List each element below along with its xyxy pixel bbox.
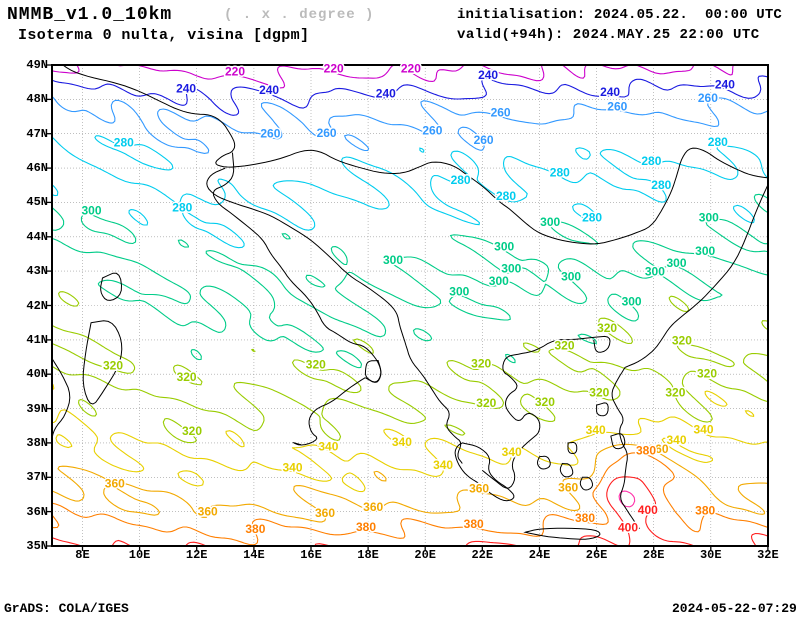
svg-text:300: 300: [494, 239, 514, 253]
svg-text:380: 380: [695, 503, 715, 517]
svg-text:300: 300: [645, 265, 665, 279]
svg-text:320: 320: [554, 339, 574, 353]
svg-text:260: 260: [698, 91, 718, 105]
svg-text:260: 260: [607, 99, 627, 113]
svg-text:300: 300: [666, 256, 686, 270]
svg-text:340: 340: [502, 445, 522, 459]
svg-text:360: 360: [315, 506, 335, 520]
svg-text:380: 380: [464, 517, 484, 531]
svg-text:300: 300: [622, 295, 642, 309]
svg-text:380: 380: [575, 511, 595, 525]
svg-text:280: 280: [114, 135, 134, 149]
svg-text:360: 360: [363, 500, 383, 514]
svg-text:340: 340: [693, 422, 713, 436]
svg-text:280: 280: [496, 189, 516, 203]
svg-text:320: 320: [182, 424, 202, 438]
svg-text:320: 320: [103, 359, 123, 373]
svg-text:320: 320: [306, 357, 326, 371]
svg-text:280: 280: [641, 154, 661, 168]
svg-text:340: 340: [586, 423, 606, 437]
svg-text:300: 300: [81, 204, 101, 218]
svg-text:320: 320: [597, 321, 617, 335]
svg-text:220: 220: [324, 62, 344, 76]
svg-text:340: 340: [433, 458, 453, 472]
svg-text:320: 320: [177, 370, 197, 384]
svg-text:360: 360: [105, 476, 125, 490]
svg-text:260: 260: [422, 123, 442, 137]
svg-text:320: 320: [471, 356, 491, 370]
svg-text:280: 280: [708, 135, 728, 149]
svg-text:400: 400: [618, 520, 638, 534]
svg-text:240: 240: [376, 87, 396, 101]
svg-text:300: 300: [540, 215, 560, 229]
svg-text:240: 240: [478, 68, 498, 82]
svg-text:300: 300: [383, 253, 403, 267]
svg-text:360: 360: [558, 480, 578, 494]
svg-text:220: 220: [401, 61, 421, 75]
svg-text:320: 320: [672, 333, 692, 347]
svg-text:360: 360: [469, 481, 489, 495]
svg-text:280: 280: [582, 211, 602, 225]
svg-text:300: 300: [501, 262, 521, 276]
svg-text:280: 280: [451, 173, 471, 187]
svg-text:320: 320: [535, 395, 555, 409]
svg-text:220: 220: [225, 65, 245, 79]
svg-text:380: 380: [245, 522, 265, 536]
svg-text:240: 240: [715, 78, 735, 92]
svg-text:340: 340: [666, 433, 686, 447]
svg-text:240: 240: [259, 83, 279, 97]
svg-text:400: 400: [638, 503, 658, 517]
svg-text:300: 300: [699, 211, 719, 225]
svg-text:340: 340: [282, 461, 302, 475]
svg-text:260: 260: [317, 126, 337, 140]
svg-text:380: 380: [356, 520, 376, 534]
svg-text:240: 240: [176, 81, 196, 95]
svg-text:320: 320: [697, 367, 717, 381]
svg-text:320: 320: [665, 385, 685, 399]
svg-text:280: 280: [651, 178, 671, 192]
svg-text:260: 260: [260, 126, 280, 140]
svg-text:360: 360: [198, 504, 218, 518]
svg-text:380: 380: [636, 444, 656, 458]
svg-text:260: 260: [474, 133, 494, 147]
svg-text:300: 300: [449, 284, 469, 298]
svg-text:340: 340: [392, 435, 412, 449]
svg-text:240: 240: [600, 85, 620, 99]
svg-text:280: 280: [550, 166, 570, 180]
svg-text:300: 300: [561, 270, 581, 284]
svg-text:260: 260: [491, 106, 511, 120]
svg-text:300: 300: [695, 244, 715, 258]
svg-text:300: 300: [489, 274, 509, 288]
svg-text:320: 320: [589, 385, 609, 399]
svg-text:280: 280: [172, 200, 192, 214]
svg-text:340: 340: [318, 440, 338, 454]
svg-text:320: 320: [476, 396, 496, 410]
